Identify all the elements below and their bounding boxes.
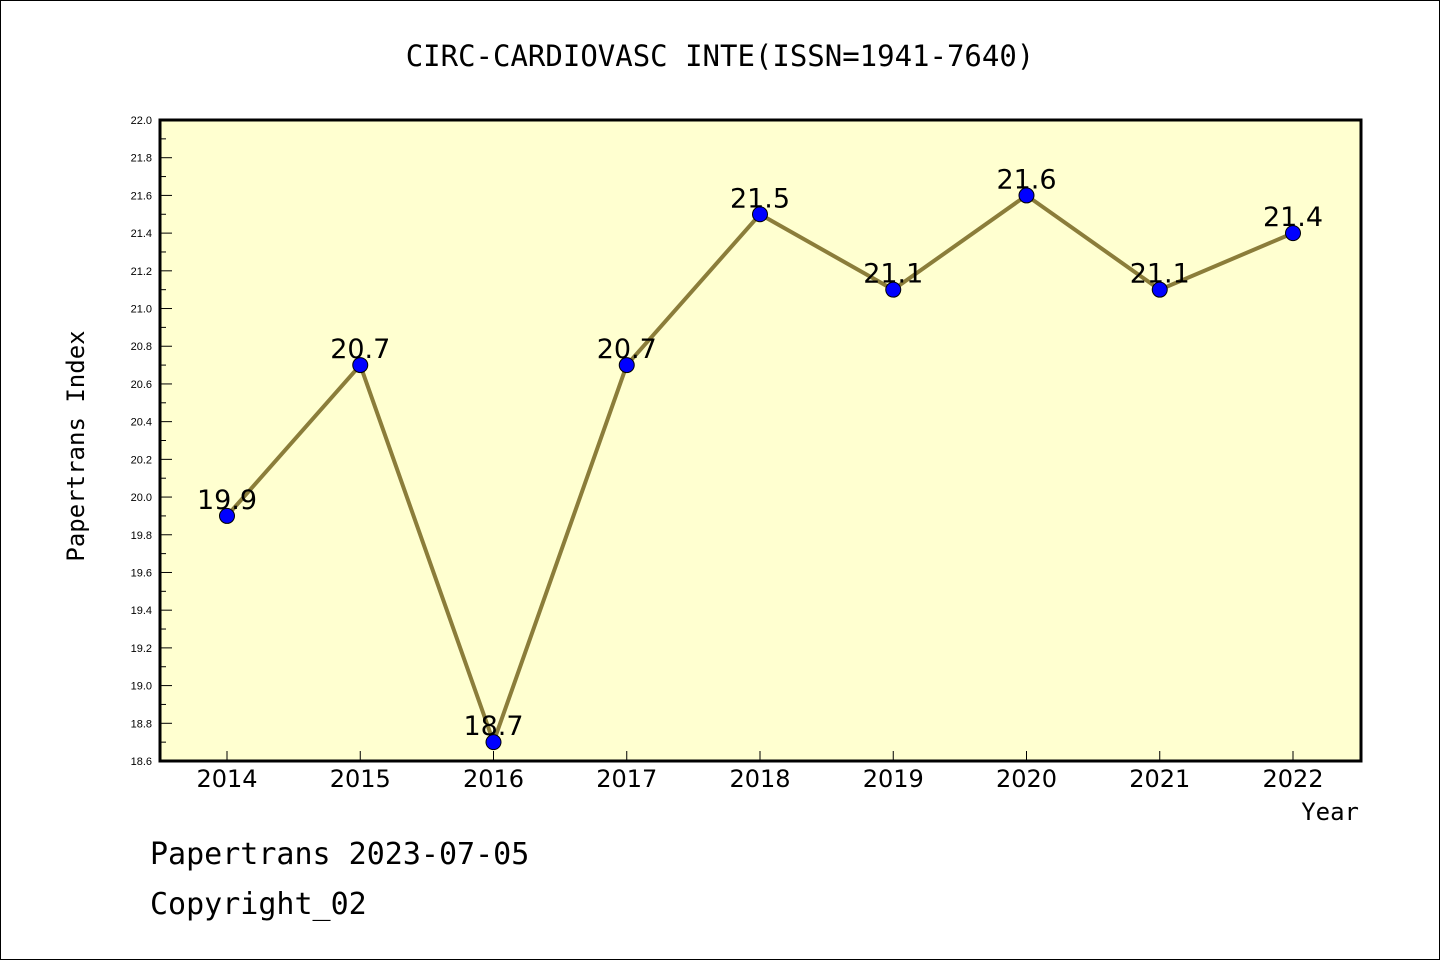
y-tick-label: 18.8 xyxy=(131,718,152,730)
y-tick-label: 22.0 xyxy=(131,115,152,127)
plot-border xyxy=(158,118,1363,763)
data-point-2014 xyxy=(219,507,235,524)
data-label-2019: 21.1 xyxy=(863,259,923,290)
data-point-2015 xyxy=(352,357,369,374)
y-axis-label: Papertrans Index xyxy=(62,330,90,561)
footer-date: Papertrans 2023-07-05 xyxy=(150,837,529,872)
data-point-2016 xyxy=(485,734,502,751)
data-label-2016: 18.7 xyxy=(463,711,523,742)
data-label-2020: 21.6 xyxy=(996,164,1056,195)
footer-copyright: Copyright_02 xyxy=(150,887,367,922)
x-tick-label: 2014 xyxy=(196,765,257,793)
data-point-2020 xyxy=(1018,187,1035,204)
y-tick-label: 19.0 xyxy=(131,681,152,693)
data-label-2015: 20.7 xyxy=(330,334,390,365)
y-axis-ticks: 18.6 18.8 19.0 19.2 19.4 19.6 19.8 20.0 20.2 20.4… xyxy=(131,115,172,768)
data-label-2022: 21.4 xyxy=(1263,202,1323,233)
data-label-2018: 21.5 xyxy=(730,183,790,214)
plot-area xyxy=(160,120,1361,761)
x-tick-label: 2016 xyxy=(463,765,524,793)
y-tick-label: 20.4 xyxy=(131,417,152,429)
x-tick-label: 2018 xyxy=(729,765,790,793)
y-tick-label: 20.6 xyxy=(131,379,152,391)
x-axis-label: Year xyxy=(1301,798,1359,826)
data-point-2021 xyxy=(1151,281,1168,298)
data-point-2018 xyxy=(752,206,768,223)
x-tick-label: 2019 xyxy=(863,765,924,793)
y-tick-label: 19.4 xyxy=(131,605,152,617)
y-tick-label: 19.8 xyxy=(131,530,152,542)
y-tick-label: 20.0 xyxy=(131,492,152,504)
series-markers xyxy=(219,187,1301,751)
x-axis-ticks: 2014 2015 2016 2017 2018 2019 2020 2021 2022 xyxy=(196,751,1324,793)
x-tick-label: 2017 xyxy=(596,765,657,793)
x-tick-label: 2015 xyxy=(330,765,391,793)
x-tick-label: 2022 xyxy=(1262,765,1323,793)
y-tick-label: 21.8 xyxy=(131,153,152,165)
y-tick-label: 20.2 xyxy=(131,454,152,466)
data-point-2022 xyxy=(1285,225,1301,242)
data-labels: 19.9 20.7 18.7 20.7 21.5 21.1 21.6 21.1 21.4 xyxy=(197,164,1323,742)
y-tick-label: 21.0 xyxy=(131,304,152,316)
data-label-2021: 21.1 xyxy=(1130,259,1190,290)
y-tick-label: 19.2 xyxy=(131,643,152,655)
y-tick-label: 18.6 xyxy=(131,756,152,768)
y-tick-label: 21.6 xyxy=(131,190,152,202)
chart-title: CIRC-CARDIOVASC INTE(ISSN=1941-7640) xyxy=(406,39,1035,73)
y-tick-label: 21.4 xyxy=(131,228,152,240)
data-label-2014: 19.9 xyxy=(197,485,257,516)
data-point-2017 xyxy=(618,357,635,374)
x-tick-label: 2021 xyxy=(1129,765,1190,793)
y-tick-label: 21.2 xyxy=(131,266,152,278)
x-tick-label: 2020 xyxy=(996,765,1057,793)
y-tick-label: 20.8 xyxy=(131,341,152,353)
data-point-2019 xyxy=(885,281,902,298)
y-tick-label: 19.6 xyxy=(131,567,152,579)
data-label-2017: 20.7 xyxy=(597,334,657,365)
